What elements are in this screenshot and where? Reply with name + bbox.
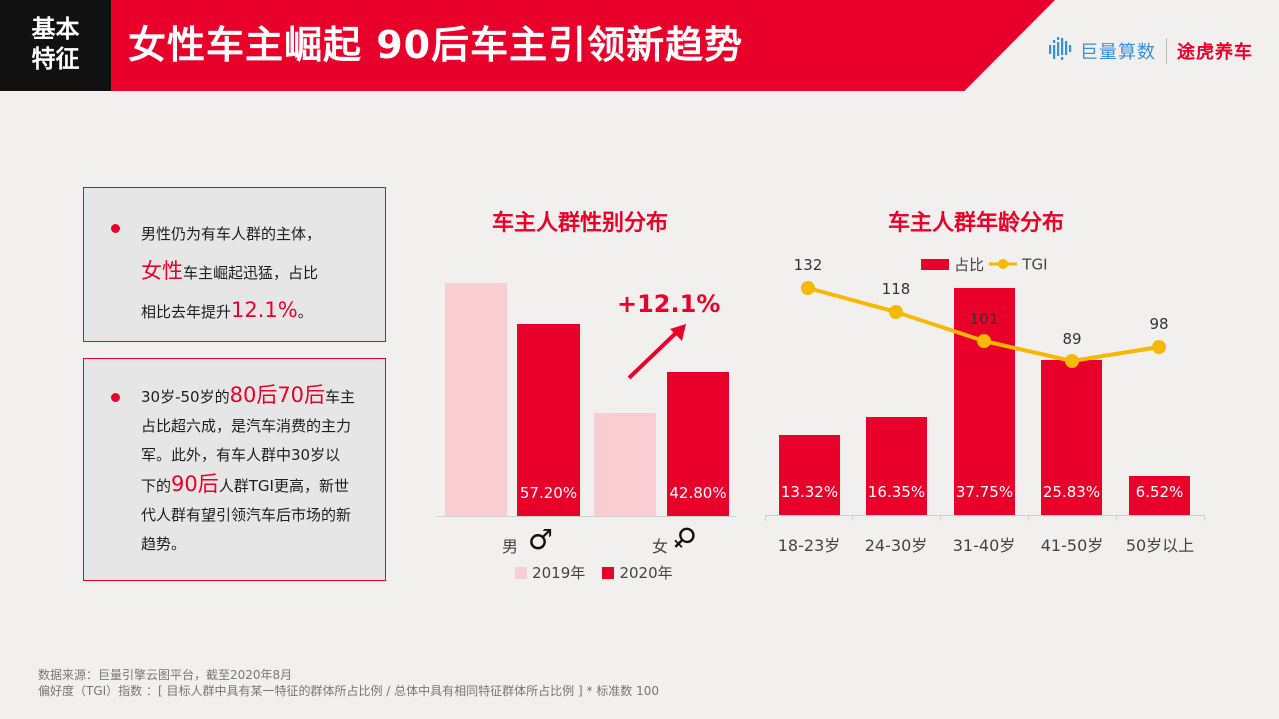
up-arrow-icon — [626, 322, 690, 386]
logo-divider — [1166, 38, 1167, 64]
legend-line-tgi-icon — [989, 255, 1018, 274]
gender-chart-title: 车主人群性别分布 — [492, 211, 669, 236]
tgi-value: 89 — [1062, 330, 1082, 348]
tgi-definition-note: 偏好度（TGI）指数 ：[ 目标人群中具有某一特征的群体所占比例 / 总体中具有… — [38, 684, 659, 698]
insight-line: 军。此外，有车人群中30岁以 — [141, 446, 341, 464]
legend-label-share: 占比 — [954, 256, 985, 274]
bar-label: 16.35% — [867, 483, 926, 501]
axis-tick — [852, 515, 853, 521]
bar-label: 25.83% — [1042, 483, 1101, 501]
highlight-growth: 12.1% — [231, 298, 298, 322]
section-tag-line2: 特征 — [31, 45, 80, 73]
insight-text: 车主崛起迅猛，占比 — [183, 264, 319, 282]
data-source-note: 数据来源：巨量引擎云图平台，截至2020年8月 — [38, 668, 293, 682]
bar-age-18-23: 13.32% — [779, 435, 840, 515]
bar-label: 13.32% — [780, 483, 839, 501]
legend-swatch-2019 — [515, 566, 527, 579]
juliang-logo-icon — [1048, 36, 1074, 66]
bar-age-24-30: 16.35% — [866, 417, 927, 515]
category-label: 31-40岁 — [952, 536, 1016, 555]
axis-tick — [1116, 515, 1117, 521]
insight-line: 女性车主崛起迅猛，占比 — [141, 253, 381, 292]
tgi-value: 101 — [969, 310, 999, 328]
legend-label-tgi: TGI — [1022, 255, 1048, 274]
age-chart-title: 车主人群年龄分布 — [888, 211, 1065, 236]
insight-line: 相比去年提升12.1%。 — [141, 292, 381, 331]
gender-legend: 2019年 2020年 — [515, 562, 673, 583]
insight-text: 车主 — [325, 388, 356, 406]
legend-label-2019: 2019年 — [532, 564, 586, 582]
insight-text: 30岁-50岁的 — [141, 388, 230, 406]
tgi-value: 118 — [881, 280, 911, 298]
age-legend: 占比 TGI — [921, 254, 1048, 275]
category-label: 18-23岁 — [777, 536, 841, 555]
axis-tick — [765, 515, 766, 521]
legend-swatch-2020 — [602, 566, 615, 579]
insight-line: 男性仍为有车人群的主体， — [141, 225, 322, 243]
highlight-female: 女性 — [141, 259, 183, 283]
insight-text: 相比去年提升 — [141, 303, 232, 321]
category-label: 41-50岁 — [1040, 536, 1104, 555]
axis-tick — [940, 515, 941, 521]
tgi-value: 132 — [793, 256, 823, 274]
growth-annotation: +12.1% — [617, 290, 721, 318]
highlight-90s: 90后 — [171, 472, 219, 496]
insight-line: 趋势。 — [141, 535, 187, 553]
bar-female-2020: 42.80% — [667, 372, 729, 516]
bullet-icon — [111, 224, 120, 233]
highlight-80s-70s: 80后70后 — [229, 383, 326, 407]
tgi-value: 98 — [1149, 315, 1169, 333]
bar-label: 37.75% — [955, 483, 1014, 501]
page-title: 女性车主崛起 90后车主引领新趋势 — [128, 23, 744, 67]
section-tag-background — [0, 0, 111, 91]
bar-label: 57.20% — [519, 484, 578, 502]
legend-swatch-share — [921, 259, 949, 270]
juliang-logo-text: 巨量算数 — [1080, 42, 1156, 63]
bar-male-2019 — [445, 283, 507, 516]
insight-text: 。 — [297, 303, 313, 321]
bar-age-41-50: 25.83% — [1041, 360, 1102, 515]
insight-box-gender: 男性仍为有车人群的主体， 女性车主崛起迅猛，占比 相比去年提升12.1%。 — [83, 187, 386, 342]
insight-line: 下的90后人群TGI更高，新世 — [141, 470, 381, 501]
bar-male-2020: 57.20% — [517, 324, 580, 516]
male-symbol-icon: ♂ — [528, 523, 554, 556]
bullet-icon — [111, 393, 120, 402]
axis-tick — [1204, 515, 1205, 521]
age-x-axis — [765, 515, 1205, 516]
insight-line: 占比超六成，是汽车消费的主力 — [141, 417, 352, 435]
section-tag: 基本 特征 — [0, 14, 111, 74]
bar-label: 6.52% — [1135, 483, 1184, 501]
insight-text: 人群TGI更高，新世 — [218, 477, 349, 495]
insight-line: 代人群有望引领汽车后市场的新 — [141, 506, 352, 524]
section-tag-line1: 基本 — [31, 15, 80, 43]
insight-line: 30岁-50岁的80后70后车主 — [141, 381, 381, 412]
bar-age-31-40: 37.75% — [954, 288, 1015, 515]
bar-age-50-plus: 6.52% — [1129, 476, 1190, 515]
category-male: 男 — [502, 537, 519, 556]
logos: 巨量算数 途虎养车 — [1048, 36, 1253, 66]
tuhu-logo-text: 途虎养车 — [1177, 42, 1253, 63]
category-label: 24-30岁 — [864, 536, 928, 555]
bar-label: 42.80% — [669, 484, 727, 502]
category-label: 50岁以上 — [1125, 536, 1195, 555]
title-banner — [111, 0, 1055, 91]
gender-x-axis — [437, 516, 736, 517]
insight-box-age: 30岁-50岁的80后70后车主 占比超六成，是汽车消费的主力 军。此外，有车人… — [83, 358, 386, 581]
category-female: 女 — [652, 537, 669, 556]
bar-female-2019 — [594, 413, 656, 516]
insight-text: 下的 — [141, 477, 172, 495]
axis-tick — [1028, 515, 1029, 521]
legend-label-2020: 2020年 — [619, 564, 673, 582]
